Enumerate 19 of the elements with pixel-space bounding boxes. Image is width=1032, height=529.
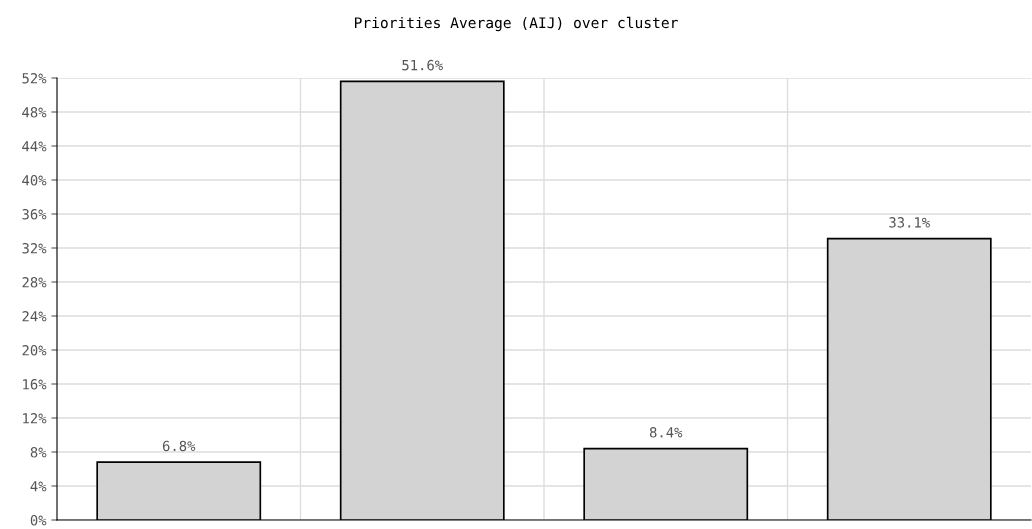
y-tick-label: 4%: [30, 481, 47, 492]
y-tick-label: 24%: [22, 311, 47, 322]
data-label: 8.4%: [649, 427, 683, 438]
y-tick-label: 44%: [22, 141, 47, 152]
y-tick-label: 48%: [22, 107, 47, 118]
y-tick-label: 12%: [23, 413, 47, 424]
y-tick-label: 52%: [22, 73, 47, 84]
y-tick-label: 16%: [23, 379, 47, 390]
y-tick-label: 8%: [30, 447, 47, 458]
y-tick-label: 32%: [22, 243, 47, 254]
y-tick-label: 0%: [30, 515, 47, 526]
data-label: 6.8%: [162, 440, 196, 452]
chart-title: Priorities Average (AIJ) over cluster: [354, 16, 678, 32]
data-label: 33.1%: [889, 217, 930, 228]
data-label: 51.6%: [402, 59, 443, 71]
y-tick-label: 20%: [22, 345, 47, 356]
y-tick-label: 40%: [22, 175, 47, 186]
y-tick-label: 36%: [22, 209, 47, 220]
y-tick-label: 28%: [22, 277, 47, 288]
